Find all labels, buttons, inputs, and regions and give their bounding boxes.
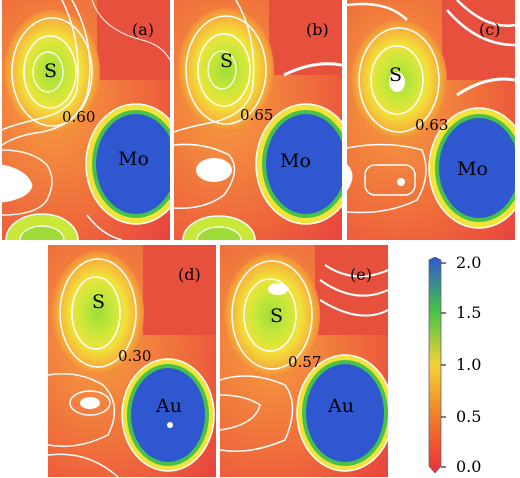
elf-map-b [174, 0, 342, 240]
panel-tag: (b) [306, 20, 329, 39]
bond-elf-value: 0.63 [415, 116, 449, 134]
atom-label-s: S [389, 64, 403, 86]
panel-tag: (c) [479, 20, 501, 39]
elf-map-c [347, 0, 515, 240]
panel-e: (e) S 0.57 Au [220, 245, 388, 477]
panel-tag: (a) [132, 20, 155, 39]
elf-map-a [2, 0, 170, 240]
colorbar-tick: 1.0 [456, 355, 482, 374]
panel-c: (c) S 0.63 Mo [347, 0, 515, 240]
bond-elf-value: 0.57 [288, 353, 322, 371]
atom-label-s: S [44, 60, 58, 82]
colorbar-tick: 0.0 [456, 457, 482, 476]
panel-tag: (e) [350, 265, 372, 284]
atom-label-metal: Mo [118, 148, 149, 170]
panel-b: (b) S 0.65 Mo [174, 0, 342, 240]
atom-label-s: S [270, 305, 284, 327]
bond-elf-value: 0.60 [62, 108, 96, 126]
bond-elf-value: 0.30 [118, 347, 152, 365]
colorbar-gradient [428, 257, 446, 474]
atom-label-metal: Au [156, 395, 182, 417]
atom-label-s: S [92, 291, 106, 313]
colorbar-tick: 2.0 [456, 253, 482, 272]
atom-label-metal: Mo [457, 158, 488, 180]
elf-map-e [220, 245, 388, 477]
atom-label-metal: Au [328, 395, 354, 417]
colorbar: 2.0 1.5 1.0 0.5 0.0 [418, 253, 518, 476]
atom-label-metal: Mo [280, 150, 311, 172]
colorbar-tick: 1.5 [456, 303, 482, 322]
bond-elf-value: 0.65 [240, 106, 274, 124]
panel-d: (d) S 0.30 Au [48, 245, 216, 477]
atom-label-s: S [220, 50, 234, 72]
colorbar-tick: 0.5 [456, 407, 482, 426]
elf-map-d [48, 245, 216, 477]
panel-a: (a) S 0.60 Mo [2, 0, 170, 240]
panel-tag: (d) [178, 265, 201, 284]
